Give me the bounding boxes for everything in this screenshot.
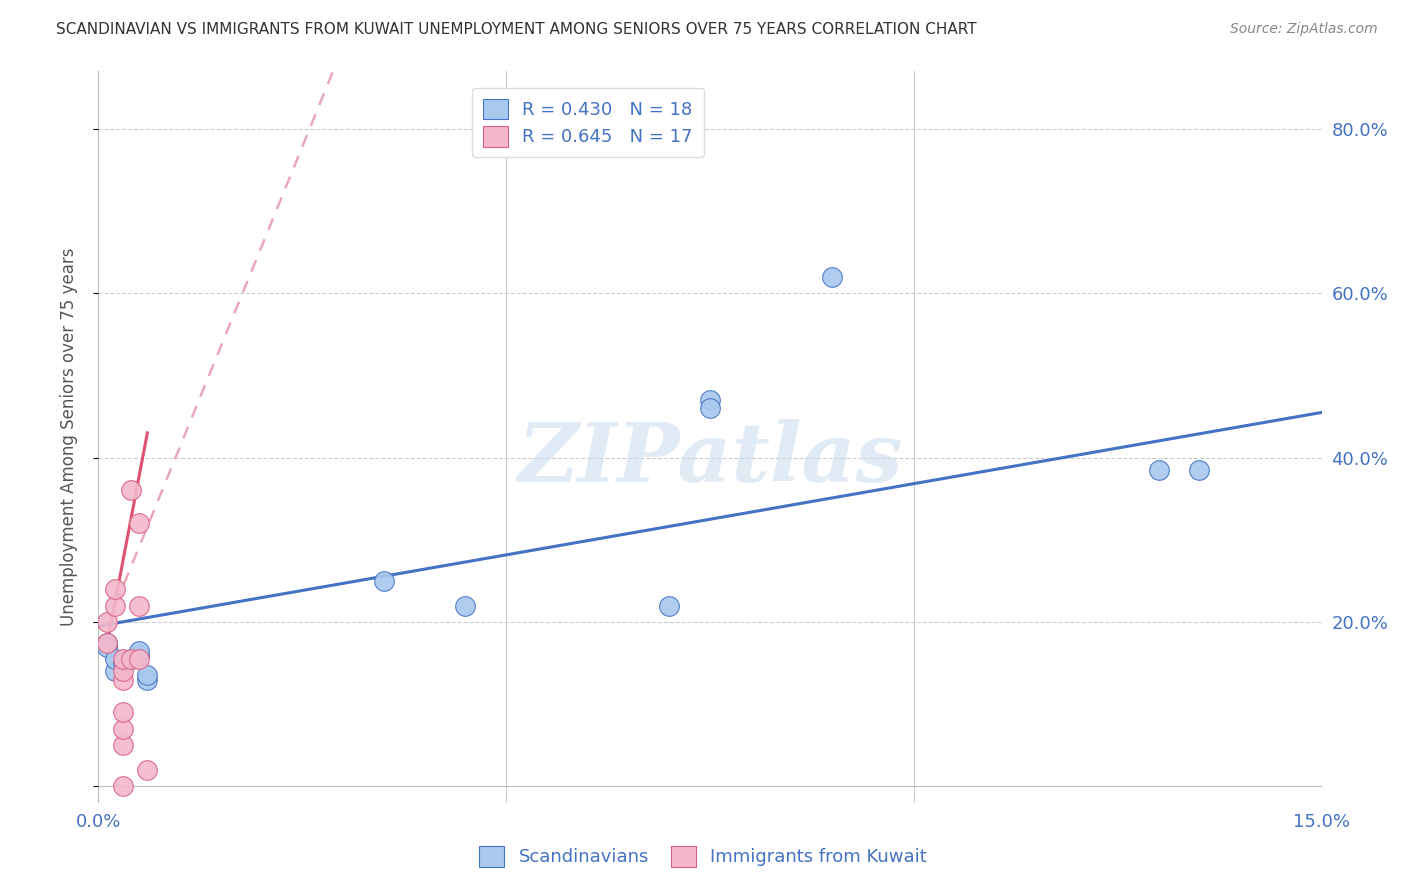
Point [104, 582, 127, 596]
Point [96, 640, 118, 654]
Point [373, 574, 395, 588]
Point [136, 673, 159, 687]
Text: ZIPatlas: ZIPatlas [517, 419, 903, 499]
Point [111, 656, 134, 670]
Point [111, 652, 134, 666]
Point [1147, 463, 1170, 477]
Point [699, 401, 721, 416]
Point [111, 673, 134, 687]
Point [1188, 463, 1211, 477]
Point [111, 780, 134, 794]
Point [128, 516, 150, 531]
Point [111, 665, 134, 679]
Point [136, 668, 159, 682]
Point [96, 635, 118, 649]
Point [128, 648, 150, 662]
Legend: Scandinavians, Immigrants from Kuwait: Scandinavians, Immigrants from Kuwait [471, 838, 935, 874]
Point [821, 269, 844, 284]
Point [120, 483, 142, 498]
Point [104, 599, 127, 613]
Point [120, 652, 142, 666]
Point [128, 599, 150, 613]
Text: Source: ZipAtlas.com: Source: ZipAtlas.com [1230, 22, 1378, 37]
Point [96, 635, 118, 649]
Point [128, 652, 150, 666]
Text: SCANDINAVIAN VS IMMIGRANTS FROM KUWAIT UNEMPLOYMENT AMONG SENIORS OVER 75 YEARS : SCANDINAVIAN VS IMMIGRANTS FROM KUWAIT U… [56, 22, 977, 37]
Legend: R = 0.430   N = 18, R = 0.645   N = 17: R = 0.430 N = 18, R = 0.645 N = 17 [472, 87, 703, 157]
Point [128, 644, 150, 658]
Point [111, 722, 134, 736]
Point [136, 763, 159, 777]
Point [111, 706, 134, 720]
Point [96, 615, 118, 629]
Point [454, 599, 477, 613]
Point [104, 665, 127, 679]
Point [120, 652, 142, 666]
Point [111, 739, 134, 753]
Point [104, 652, 127, 666]
Y-axis label: Unemployment Among Seniors over 75 years: Unemployment Among Seniors over 75 years [59, 248, 77, 626]
Point [658, 599, 681, 613]
Point [699, 393, 721, 408]
